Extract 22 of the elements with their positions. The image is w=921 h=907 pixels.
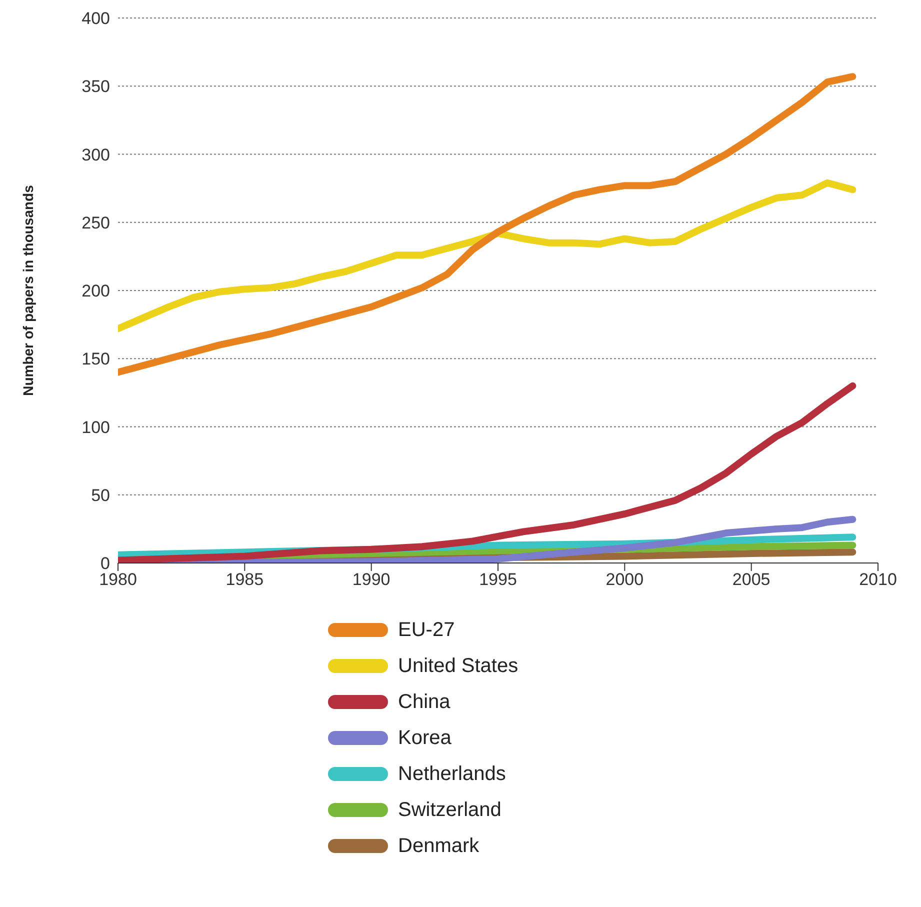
legend-label: Netherlands xyxy=(398,762,506,786)
x-tick-label: 1990 xyxy=(352,570,390,590)
x-tick-label: 2010 xyxy=(859,570,897,590)
legend-label: EU-27 xyxy=(398,618,455,642)
x-tick-label: 2005 xyxy=(732,570,770,590)
y-tick-label: 400 xyxy=(82,9,110,28)
legend-label: Switzerland xyxy=(398,798,502,822)
y-axis-title: Number of papers in thousands xyxy=(20,184,36,396)
y-tick-label: 100 xyxy=(82,418,110,437)
x-tick-label: 2000 xyxy=(606,570,644,590)
legend-label: China xyxy=(398,690,450,714)
legend-label: Korea xyxy=(398,726,452,750)
y-tick-label: 350 xyxy=(82,77,110,96)
y-tick-label: 200 xyxy=(82,282,110,301)
y-tick-label: 50 xyxy=(91,486,110,505)
legend-label: United States xyxy=(398,654,518,678)
x-tick-label: 1985 xyxy=(226,570,264,590)
y-tick-label: 150 xyxy=(82,350,110,369)
y-tick-label: 300 xyxy=(82,145,110,164)
x-tick-label: 1995 xyxy=(479,570,517,590)
legend-label: Denmark xyxy=(398,834,480,858)
y-tick-label: 250 xyxy=(82,213,110,232)
